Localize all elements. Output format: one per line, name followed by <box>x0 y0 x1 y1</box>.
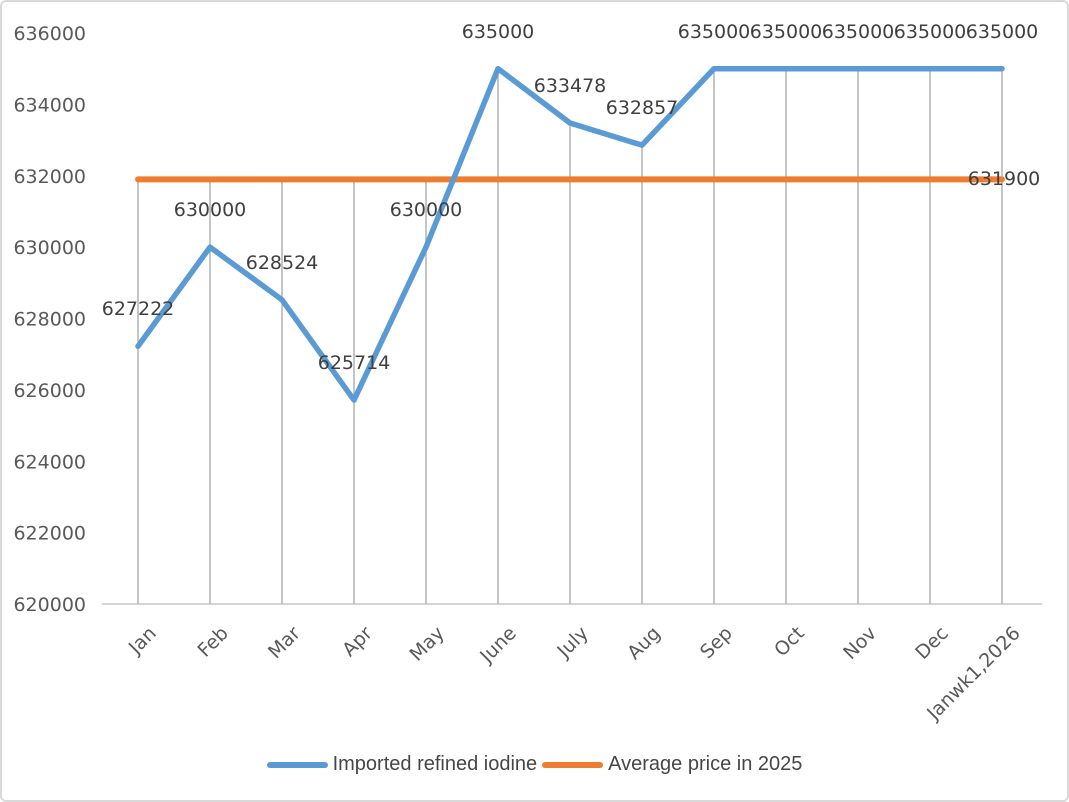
legend-label-average-price[interactable]: Average price in 2025 <box>608 753 803 775</box>
data-label-Janwk1,2026: 635000 <box>965 20 1039 43</box>
y-tick-label: 636000 <box>13 23 86 45</box>
y-tick-label: 624000 <box>13 451 86 473</box>
legend-label-imported-refined-iodine[interactable]: Imported refined iodine <box>332 753 538 775</box>
data-label-May: 630000 <box>389 199 463 222</box>
series-imported-refined-iodine-line[interactable] <box>135 65 1005 403</box>
data-label-Dec: 635000 <box>893 20 967 43</box>
data-label-Nov: 635000 <box>821 20 895 43</box>
data-label-June: 635000 <box>461 20 535 43</box>
data-label-July: 633478 <box>533 75 607 97</box>
y-tick-label: 622000 <box>13 523 86 545</box>
data-label-Oct: 635000 <box>749 20 823 43</box>
y-tick-label: 620000 <box>13 594 86 616</box>
data-label-Sep: 635000 <box>677 20 751 43</box>
data-label-Apr: 625714 <box>317 352 391 375</box>
legend: Imported refined iodine Average price in… <box>2 753 1067 776</box>
legend-swatch-imported-refined-iodine[interactable] <box>266 761 328 768</box>
data-label-Jan: 627222 <box>101 298 175 321</box>
y-tick-label: 634000 <box>13 94 86 116</box>
data-label-Mar: 628524 <box>245 251 319 274</box>
data-label-Aug: 632857 <box>605 97 679 120</box>
legend-swatch-average-price[interactable] <box>542 761 604 768</box>
data-label-average-price: 631900 <box>967 168 1041 191</box>
y-tick-label: 626000 <box>13 380 86 402</box>
data-label-Feb: 630000 <box>173 199 247 222</box>
y-tick-label: 630000 <box>13 237 86 259</box>
y-tick-label: 632000 <box>13 166 86 188</box>
y-tick-label: 628000 <box>13 309 86 331</box>
